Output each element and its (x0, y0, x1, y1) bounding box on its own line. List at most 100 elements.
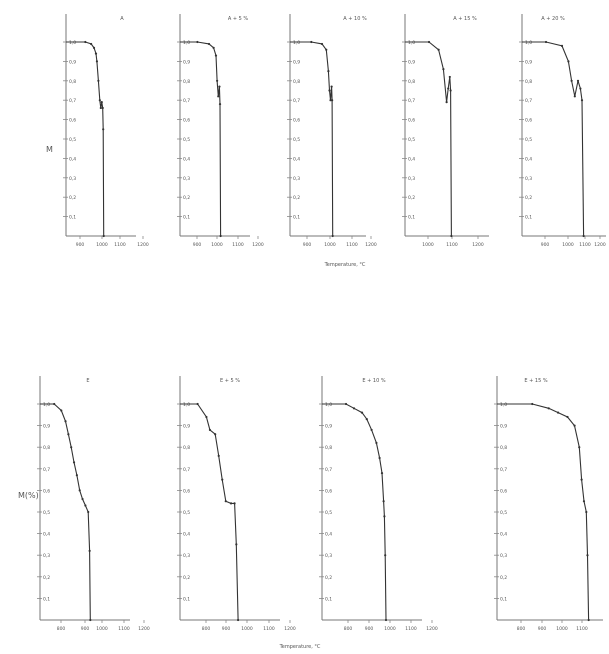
data-point (384, 618, 388, 622)
y-tick-label: 0,6 (408, 118, 415, 124)
y-tick-label: 0,4 (325, 532, 332, 538)
data-point (217, 95, 220, 98)
y-tick-label: 0,3 (525, 176, 532, 182)
data-point (580, 478, 583, 481)
data-point (99, 106, 102, 110)
y-tick-label: 1,0 (408, 40, 415, 46)
y-tick-label: 0,5 (43, 510, 50, 516)
data-point (196, 402, 199, 406)
data-point (64, 420, 67, 423)
data-point (97, 79, 100, 82)
data-point (224, 500, 227, 503)
x-tick-label: 1000 (562, 242, 574, 248)
data-point (320, 42, 324, 46)
x-tick-label: 1000 (556, 626, 568, 632)
y-tick-label: 0,1 (69, 215, 76, 221)
data-point (445, 101, 448, 104)
data-point (370, 428, 373, 432)
y-tick-label: 0,6 (325, 488, 332, 494)
y-tick-label: 0,9 (69, 59, 76, 65)
data-point (89, 618, 92, 622)
bottom-y-axis-label: M(%) (18, 491, 39, 500)
y-tick-label: 0,5 (69, 137, 76, 143)
data-point (229, 502, 233, 505)
data-point (233, 502, 236, 505)
data-point (587, 618, 590, 622)
data-point (217, 454, 220, 457)
data-point (94, 52, 98, 55)
x-tick-label: 800 (517, 626, 526, 632)
y-tick-label: 0,5 (325, 510, 332, 516)
data-point (214, 54, 218, 57)
y-tick-label: 0,4 (183, 156, 190, 162)
y-tick-label: 0,1 (183, 596, 190, 602)
x-tick-label: 1100 (118, 626, 130, 632)
y-tick-label: 0,8 (183, 79, 190, 85)
y-tick-label: 0,8 (43, 445, 50, 451)
data-point (560, 44, 564, 47)
data-point (235, 543, 238, 546)
data-point (442, 68, 445, 71)
y-tick-label: 0,5 (293, 137, 300, 143)
x-tick-label: 1100 (114, 242, 126, 248)
y-tick-label: 1,0 (525, 40, 532, 46)
x-tick-label: 1100 (405, 626, 417, 632)
y-tick-label: 0,7 (293, 98, 300, 104)
data-point (382, 500, 385, 503)
y-tick-label: 0,9 (43, 424, 50, 430)
y-tick-label: 0,1 (525, 215, 532, 221)
panel-1: A 0,1 0,2 0,3 0,4 0,5 0,6 0,7 0,8 0,9 1,0 900 1000 11… (63, 14, 149, 248)
panel-9: E + 15 % 0,1 0,2 0,3 0,4 0,5 0,6 0,7 0,8 0,9 1,0 80… (494, 376, 603, 632)
panel-4: A + 15 % 0,1 0,2 0,3 0,4 0,5 0,6 0,7 0,8 0,9 1,0 10… (402, 14, 489, 248)
data-point (352, 407, 356, 410)
y-tick-label: 0,9 (183, 59, 190, 65)
x-tick-label: 1100 (263, 626, 275, 632)
y-tick-label: 0,7 (43, 467, 50, 473)
y-tick-label: 0,3 (408, 176, 415, 182)
y-tick-label: 0,3 (183, 553, 190, 559)
panel-title: E + 10 % (362, 378, 385, 384)
x-tick-label: 900 (303, 242, 312, 248)
data-point (573, 95, 576, 98)
data-point (331, 99, 334, 102)
series-line-1 (522, 41, 585, 237)
data-point (75, 474, 78, 477)
y-tick-label: 0,2 (293, 195, 300, 201)
y-tick-label: 0,1 (183, 215, 190, 221)
data-point (88, 549, 91, 552)
top-y-axis-label: M (46, 145, 53, 154)
data-point (328, 89, 331, 92)
data-point (375, 441, 378, 444)
panel-title: A + 5 % (228, 16, 249, 22)
x-tick-label: 900 (538, 626, 547, 632)
x-tick-label: 800 (57, 626, 66, 632)
bottom-x-axis-label: Temperature, °C (279, 644, 321, 650)
data-point (70, 446, 73, 449)
series-line-1 (180, 403, 239, 621)
x-tick-label: 1000 (96, 626, 108, 632)
data-point (447, 87, 450, 90)
y-tick-label: 0,4 (500, 532, 507, 538)
y-tick-label: 0,2 (183, 575, 190, 581)
y-tick-label: 0,6 (183, 488, 190, 494)
x-tick-label: 800 (202, 626, 211, 632)
data-point (344, 402, 348, 406)
panel-title: A + 10 % (343, 16, 367, 22)
y-tick-label: 0,9 (525, 59, 532, 65)
y-tick-label: 1,0 (69, 40, 76, 46)
data-point (383, 515, 386, 518)
data-point (437, 48, 440, 51)
data-point (92, 46, 96, 49)
y-tick-label: 0,1 (408, 215, 415, 221)
y-tick-label: 0,1 (43, 596, 50, 602)
y-tick-label: 1,0 (293, 40, 300, 46)
y-tick-label: 1,0 (325, 402, 332, 408)
x-tick-label: 1000 (384, 626, 396, 632)
data-point (100, 101, 103, 104)
data-point (101, 106, 104, 110)
y-tick-label: 0,7 (183, 98, 190, 104)
data-point (208, 428, 212, 432)
y-tick-label: 0,8 (500, 445, 507, 451)
panel-title: A + 15 % (453, 16, 477, 22)
data-point (218, 102, 222, 106)
